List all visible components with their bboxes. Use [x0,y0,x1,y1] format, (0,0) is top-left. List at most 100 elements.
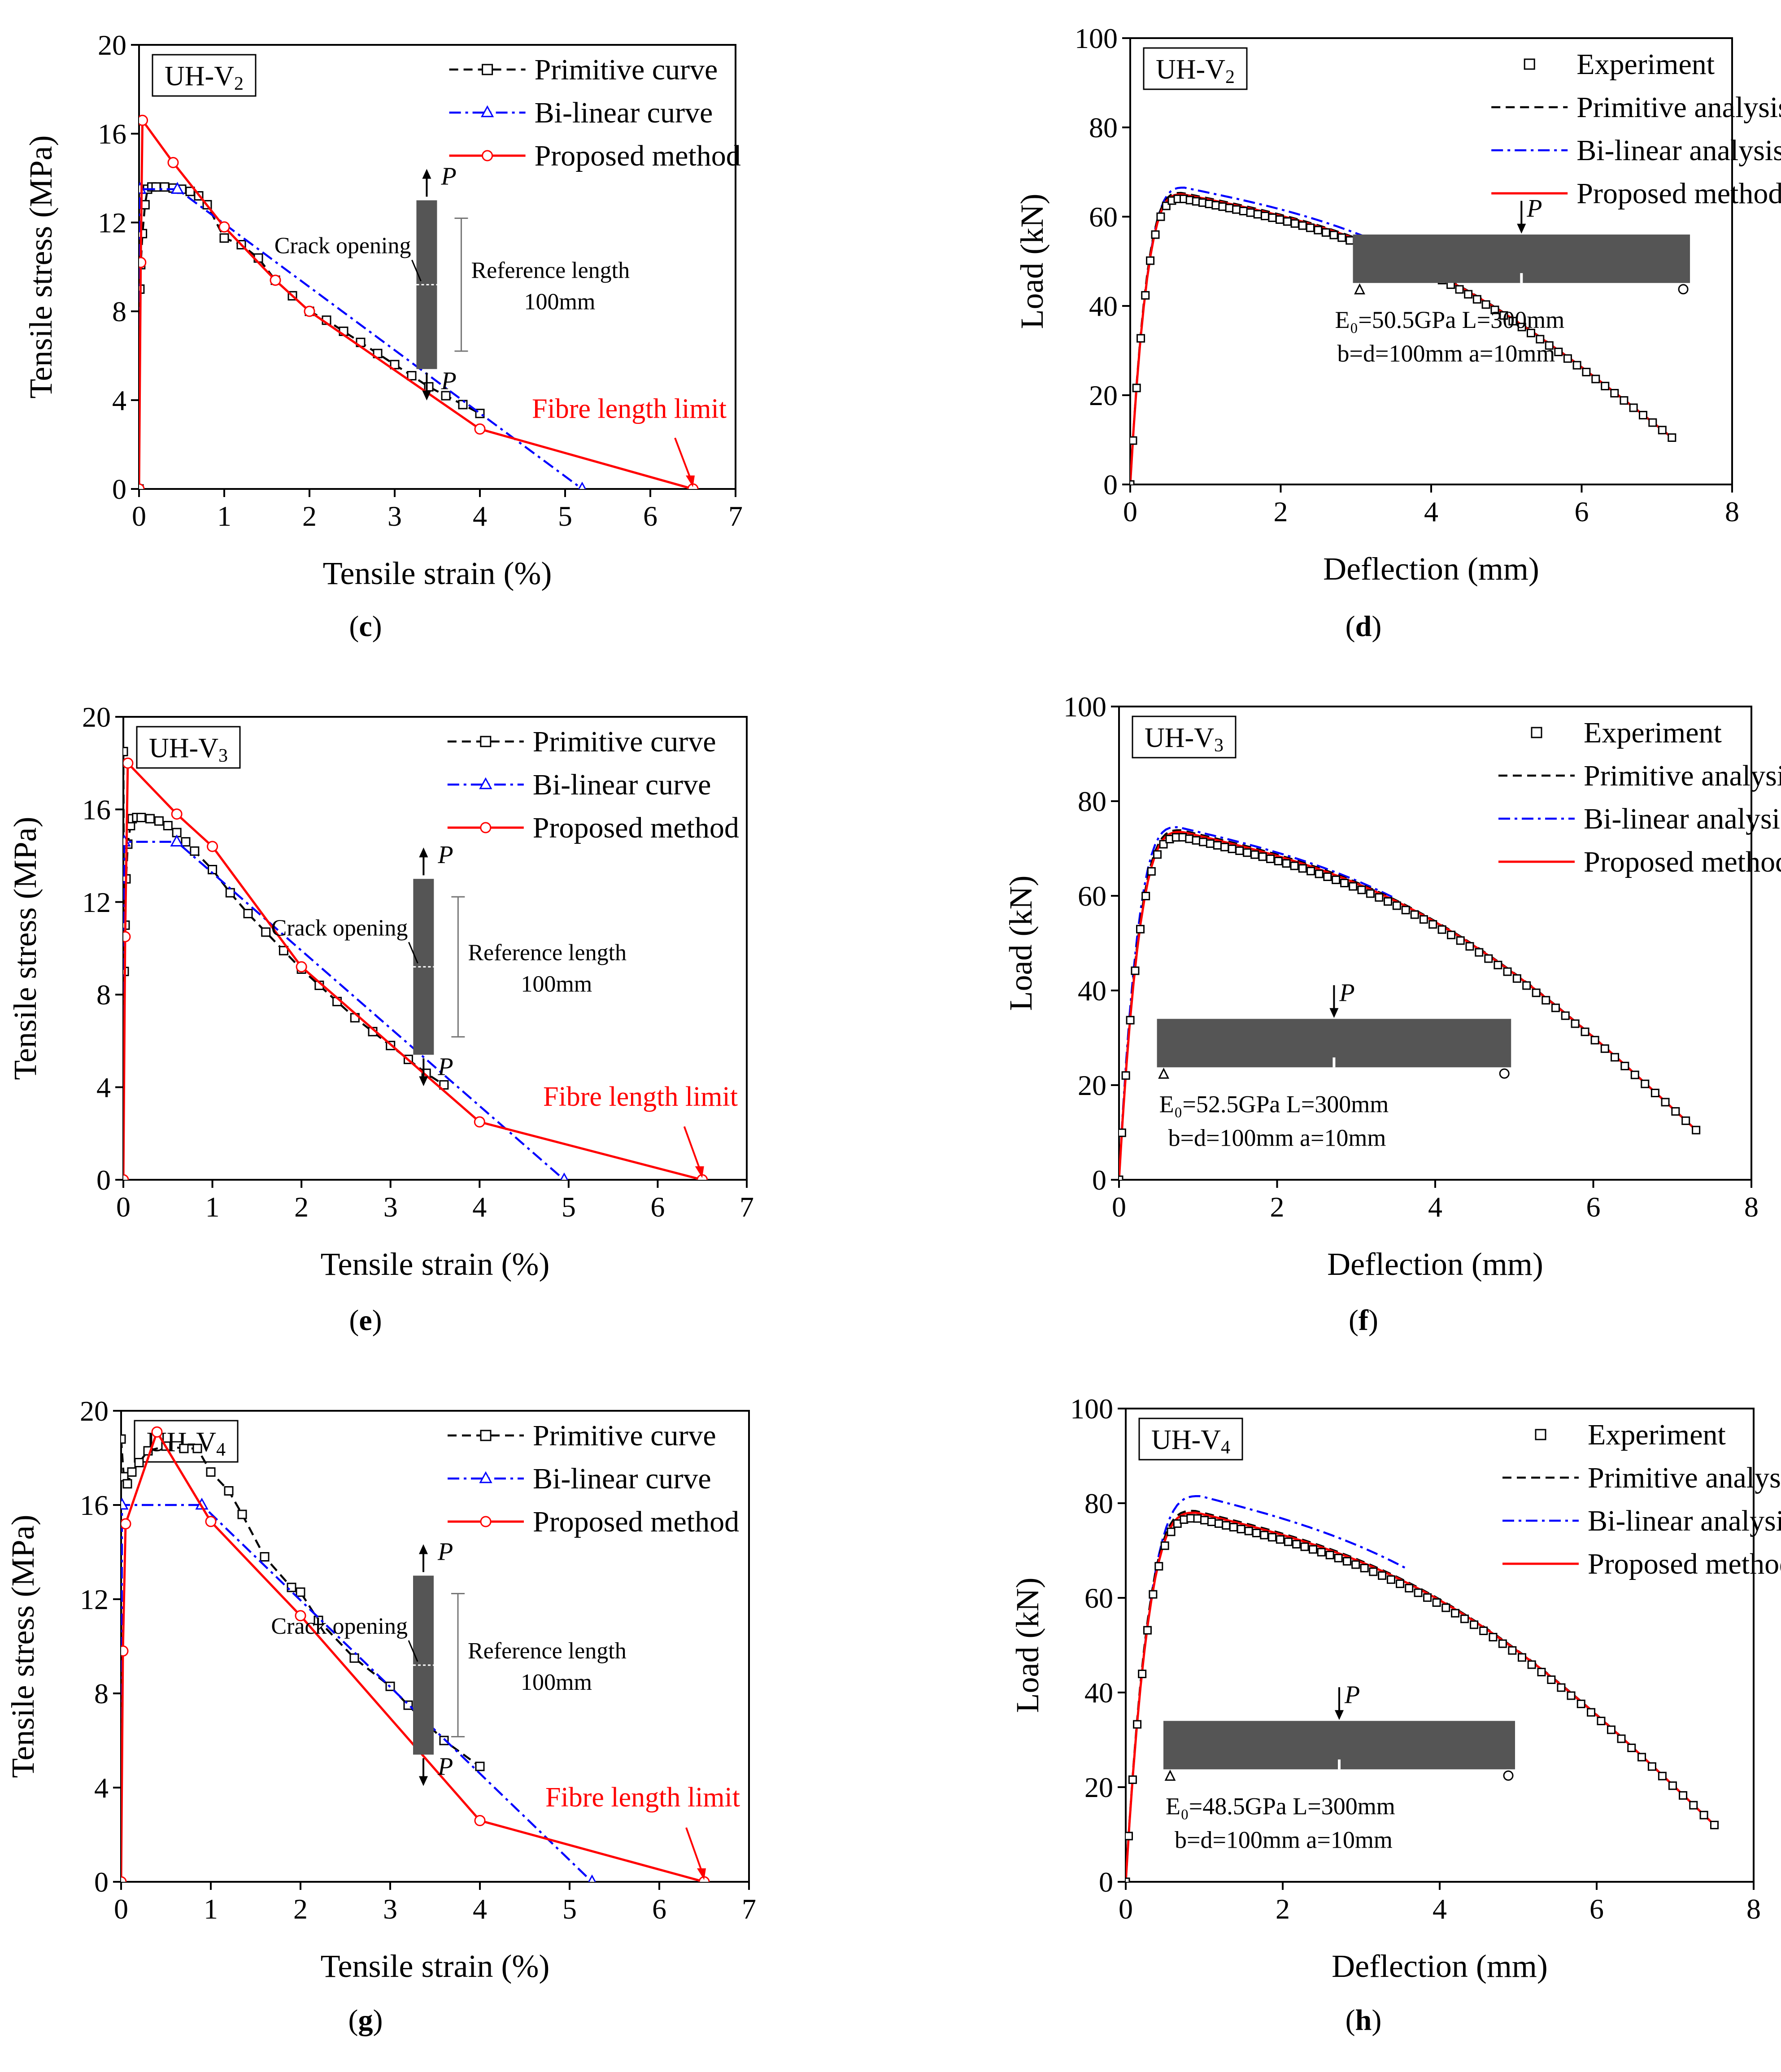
crack-pointer [411,260,422,282]
beam-load-label: P [1526,195,1542,222]
crack-pointer [408,942,418,964]
data-point-experiment [1315,869,1324,878]
x-tick-label: 1 [205,1191,220,1223]
data-point-experiment [1349,882,1358,891]
reference-length-label: Reference length [468,1638,627,1664]
data-point-experiment [1475,948,1484,957]
data-point-primitive [127,1467,137,1477]
beam-load-arrow-head [1329,1008,1339,1018]
y-tick-label: 0 [1092,1164,1106,1196]
data-point-proposed [139,114,148,126]
specimen-tag-sub: 4 [216,1439,226,1460]
series-line-bilinear [1126,1495,1406,1882]
data-point-experiment [1503,967,1512,976]
data-point-experiment [1317,1548,1326,1557]
data-point-experiment [1206,839,1215,848]
x-tick-label: 8 [1725,496,1739,528]
legend-label-primitive: Primitive analysis [1576,91,1781,124]
data-point-experiment [1571,1019,1580,1028]
data-point-experiment [1668,433,1676,442]
support-roller [1499,1068,1510,1079]
data-point-experiment [1147,867,1156,876]
data-point-experiment [1225,204,1234,213]
legend-label-proposed: Proposed method [533,811,739,844]
x-tick-label: 2 [294,1191,309,1223]
x-tick-label: 7 [728,500,743,532]
legend-marker-experiment [1524,58,1535,70]
data-point-experiment [1258,852,1267,861]
legend-marker-primitive [482,64,493,75]
arrow-head-top [419,847,428,858]
data-point-proposed [167,157,179,168]
data-point-experiment [1572,361,1581,370]
data-point-experiment [1658,426,1667,435]
caption-close: ) [372,610,382,643]
x-axis-label: Tensile strain (%) [323,555,552,591]
data-point-experiment [1151,230,1160,239]
x-tick-label: 1 [204,1893,218,1925]
plot-area [123,746,708,1180]
data-point-experiment [1133,1720,1142,1729]
crack-opening-label: Crack opening [271,1614,408,1639]
data-point-experiment [1126,1877,1130,1882]
caption-close: ) [1368,1304,1378,1337]
x-tick-label: 0 [1112,1191,1126,1223]
reference-length-value: 100mm [524,289,595,315]
data-point-experiment [1601,382,1610,391]
legend-label-primitive: Primitive curve [533,1419,716,1452]
data-point-experiment [1576,1699,1585,1708]
data-point-primitive [279,946,288,955]
data-point-experiment [1222,1521,1231,1530]
reference-length-label: Reference length [471,258,630,284]
x-tick-label: 3 [383,1191,398,1223]
series-line-bilinear [1119,826,1394,1180]
data-point-experiment [1470,1620,1479,1629]
data-point-experiment [1306,223,1315,232]
specimen-tag-sub: 2 [1225,67,1235,87]
data-point-primitive [219,233,229,243]
data-point-experiment [1641,1079,1650,1088]
specimen-tag-base: UH-V [165,61,234,92]
data-point-experiment [1300,1542,1309,1551]
data-point-bilinear [588,1874,596,1882]
legend-label-primitive: Primitive analysis [1588,1461,1781,1494]
caption-letter: f [1359,1304,1369,1337]
caption-letter: d [1355,610,1372,643]
y-tick-label: 12 [98,207,126,239]
data-point-experiment [1384,897,1393,906]
beam-params-line1: E₀=48.5GPa L=300mm [1166,1793,1395,1819]
data-point-experiment [1199,838,1208,846]
reference-length-value: 100mm [521,1670,592,1695]
data-point-experiment [1334,1553,1343,1562]
data-point-experiment [1138,1670,1147,1679]
x-axis-label: Tensile strain (%) [321,1246,550,1282]
caption-letter: h [1355,2004,1372,2037]
data-point-bilinear [578,481,586,489]
specimen-tag-box [136,726,241,769]
data-point-experiment [1146,256,1155,265]
data-point-primitive [179,1444,189,1453]
legend-marker-bilinear [480,105,494,118]
legend-label-bilinear: Bi-linear analysis [1584,803,1781,835]
data-point-experiment [1128,1775,1137,1784]
x-tick-label: 2 [1276,1893,1290,1925]
specimen-tag-box [152,54,257,97]
beam-params-line1: E₀=50.5GPa L=300mm [1335,306,1565,333]
data-point-proposed [304,305,315,317]
data-point-experiment [1266,855,1275,864]
legend-marker-proposed [482,150,493,161]
data-point-experiment [1551,1003,1560,1012]
data-point-experiment [1235,846,1244,855]
data-point-primitive [123,746,128,756]
y-tick-label: 12 [82,886,111,918]
y-tick-label: 8 [96,979,111,1011]
data-point-experiment [1419,915,1428,924]
data-point-experiment [1141,892,1150,901]
data-point-experiment [1292,1540,1301,1549]
data-point-experiment [1298,864,1307,873]
x-tick-label: 6 [650,1191,665,1223]
data-point-proposed [474,1116,485,1128]
